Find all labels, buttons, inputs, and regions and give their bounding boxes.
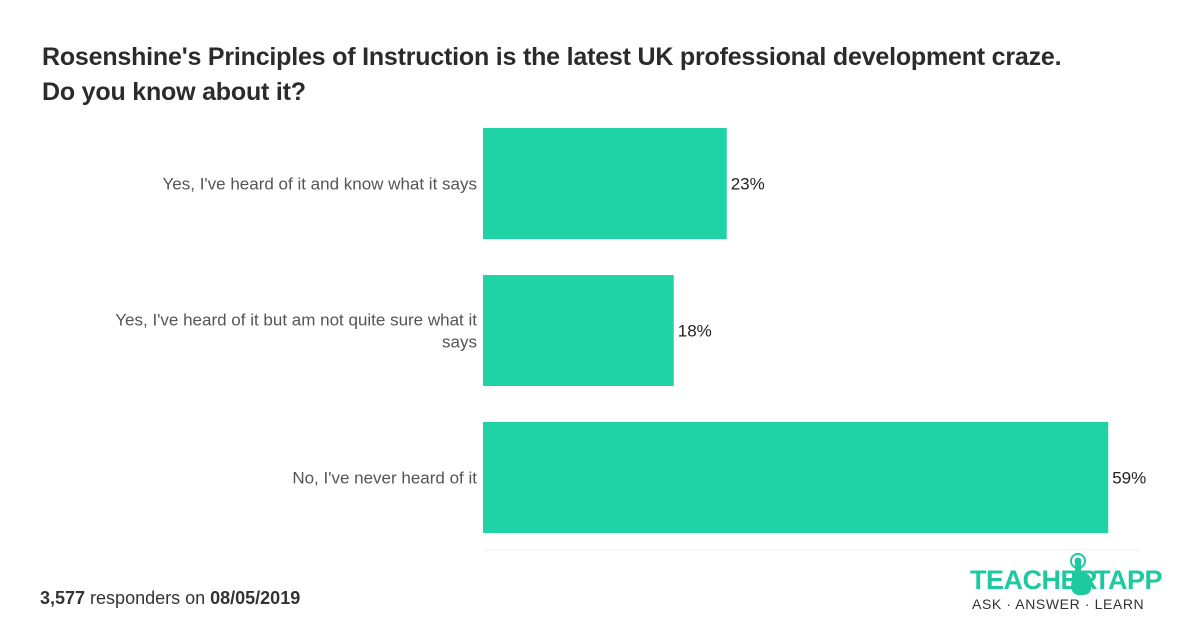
responders-footer: 3,577 responders on 08/05/2019 xyxy=(40,588,300,609)
logo-tagline: ASK · ANSWER · LEARN xyxy=(972,596,1145,612)
teacher-tapp-logo: TEACHER TAPP ASK · ANSWER · LEARN xyxy=(970,553,1163,615)
tapping-hand-icon xyxy=(1070,553,1091,595)
chart-title-line-1: Rosenshine's Principles of Instruction i… xyxy=(42,43,1062,71)
logo-word-tapp: TAPP xyxy=(1094,565,1163,595)
category-label-2: No, I've never heard of it xyxy=(292,469,477,488)
bar-1 xyxy=(483,275,674,386)
category-label-1-line-0: Yes, I've heard of it but am not quite s… xyxy=(115,311,477,330)
responder-text: responders on xyxy=(85,588,211,608)
bar-2 xyxy=(483,422,1109,533)
category-label-0-line-0: Yes, I've heard of it and know what it s… xyxy=(163,175,477,194)
chart-title-line-2: Do you know about it? xyxy=(42,78,306,106)
bar-chart: 23% Yes, I've heard of it and know what i… xyxy=(115,128,1146,551)
bars-group: 23% Yes, I've heard of it and know what i… xyxy=(115,128,1146,533)
value-label-2: 59% xyxy=(1112,469,1146,488)
category-label-1: Yes, I've heard of it but am not quite s… xyxy=(115,311,477,352)
responder-count: 3,577 xyxy=(40,588,86,608)
survey-date: 08/05/2019 xyxy=(210,588,301,608)
value-label-1: 18% xyxy=(678,322,712,341)
chart-title: Rosenshine's Principles of Instruction i… xyxy=(42,40,1142,110)
category-label-2-line-0: No, I've never heard of it xyxy=(292,469,477,488)
value-label-0: 23% xyxy=(731,175,765,194)
bar-0 xyxy=(483,128,727,239)
category-label-0: Yes, I've heard of it and know what it s… xyxy=(163,175,477,194)
category-label-1-line-1: says xyxy=(442,333,477,352)
